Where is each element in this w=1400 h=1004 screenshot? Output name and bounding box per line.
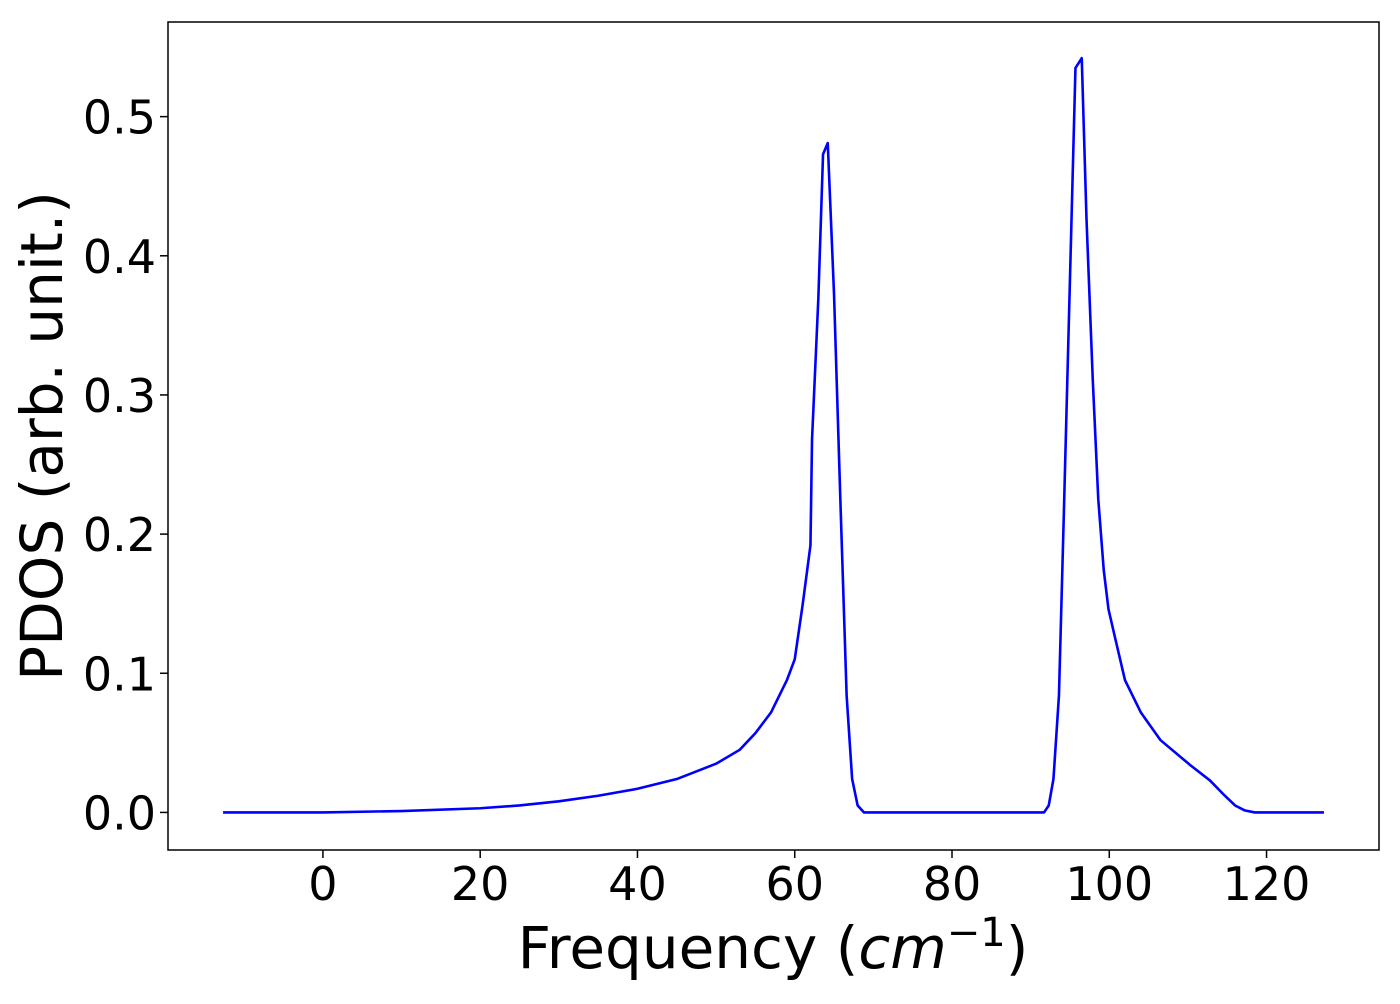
line-series [223,56,1324,814]
x-axis-label: Frequency (cm−1) [518,910,1029,982]
x-tick-label: 120 [1223,857,1311,911]
y-tick-label: 0.0 [83,786,156,840]
y-tick-label: 0.5 [83,91,156,145]
x-label-text: Frequency ( [518,914,859,982]
x-tick-label: 20 [451,857,510,911]
x-tick-label: 60 [765,857,824,911]
y-tick-label: 0.4 [83,230,156,284]
x-label-exponent: −1 [947,910,1006,956]
y-axis-label: PDOS (arb. unit.) [8,191,76,681]
x-label-unit: cm [858,914,946,982]
plot-frame [167,21,1380,851]
x-tick-label: 80 [923,857,982,911]
y-tick-label: 0.3 [83,369,156,423]
x-tick-label: 100 [1065,857,1153,911]
x-tick-label: 40 [608,857,667,911]
y-tick-label: 0.2 [83,508,156,562]
x-label-close: ) [1006,914,1029,982]
y-tick-label: 0.1 [83,647,156,701]
x-tick-label: 0 [308,857,337,911]
